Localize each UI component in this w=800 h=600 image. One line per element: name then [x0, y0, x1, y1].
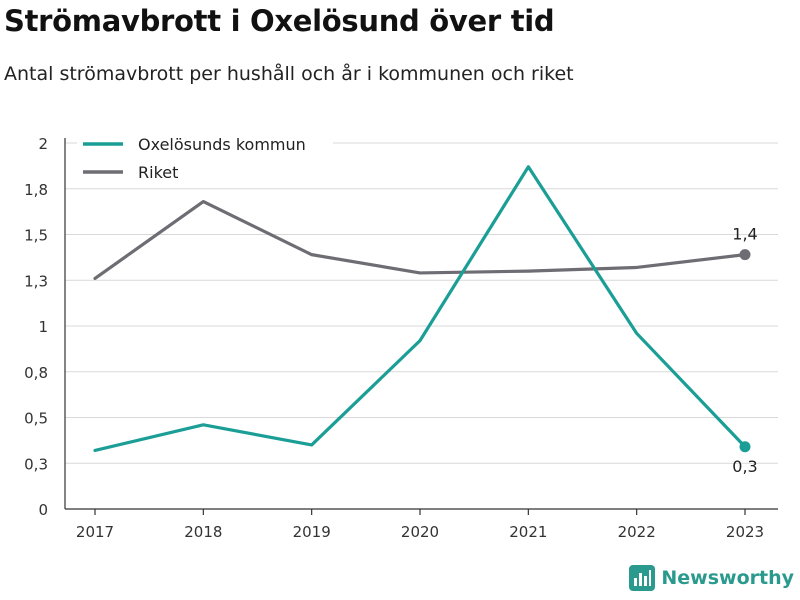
y-tick-label: 1,3 — [24, 272, 48, 290]
legend-background — [77, 130, 333, 188]
x-tick-label: 2018 — [184, 523, 222, 541]
x-tick-label: 2023 — [726, 523, 764, 541]
end-point-riket — [739, 249, 751, 261]
y-tick-label: 0,5 — [24, 410, 48, 428]
chart-title: Strömavbrott i Oxelösund över tid — [4, 4, 555, 38]
legend: Oxelösunds kommun Riket — [77, 130, 333, 188]
y-tick-label: 1 — [38, 318, 48, 336]
x-tick-label: 2017 — [76, 523, 114, 541]
axes: 0 0,3 0,5 0,8 1 1,3 1,5 1,8 2 2017 2018 2019 2020 202… — [24, 135, 778, 541]
y-tick-label: 0,8 — [24, 364, 48, 382]
series-layer: 1,4 0,3 — [93, 165, 758, 476]
end-point-kommun — [739, 441, 751, 453]
x-tick-label: 2019 — [293, 523, 331, 541]
legend-label-riket: Riket — [138, 163, 178, 182]
y-tick-label: 1,5 — [24, 227, 48, 245]
y-tick-label: 0 — [38, 501, 48, 519]
y-tick-label: 2 — [38, 135, 48, 153]
chart-subtitle: Antal strömavbrott per hushåll och år i … — [4, 63, 574, 85]
brand-name: Newsworthy — [661, 567, 794, 589]
x-tick-label: 2021 — [509, 523, 547, 541]
y-tick-label: 0,3 — [24, 455, 48, 473]
newsworthy-logo: Newsworthy — [629, 564, 794, 592]
x-tick-label: 2020 — [401, 523, 439, 541]
y-tick-label: 1,8 — [24, 181, 48, 199]
legend-label-kommun: Oxelösunds kommun — [138, 135, 306, 154]
x-tick-label: 2022 — [618, 523, 656, 541]
end-label-riket: 1,4 — [732, 225, 757, 244]
series-line-kommun — [93, 165, 747, 453]
end-label-kommun: 0,3 — [732, 457, 757, 476]
grid-lines — [65, 142, 778, 464]
newsworthy-chart-icon — [629, 565, 656, 591]
series-line-riket — [93, 199, 747, 281]
